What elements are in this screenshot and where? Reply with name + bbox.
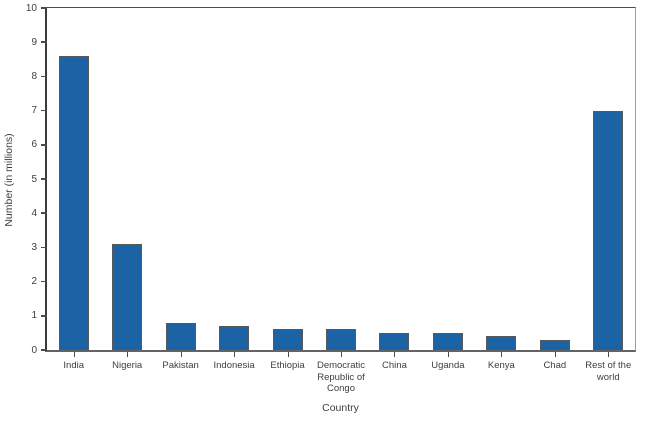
x-category-label: India [63,360,85,371]
bar-chad [539,339,570,350]
x-category-label: Ethiopia [270,360,305,371]
y-tick: 0 [1,344,47,356]
bar-pakistan [165,322,196,350]
bars-container: India Nigeria Pakistan Indonesia Ethiopia Dem… [47,8,635,394]
y-tick-mark [41,280,47,283]
y-tick-mark [41,178,47,180]
bar-ethiopia [272,329,303,350]
y-tick-mark [41,41,47,43]
y-tick: 2 [1,276,47,288]
bar-slot-pakistan: Pakistan [154,8,207,371]
y-tick-label: 4 [31,207,37,219]
bar-slot-china: China [368,8,421,371]
x-tick-mark [180,352,182,357]
y-tick: 1 [1,310,47,322]
bar-kenya [486,336,517,350]
x-tick-mark [287,352,289,357]
y-tick-label: 9 [31,36,37,48]
x-tick-mark [73,352,75,357]
bar-indonesia [219,326,250,350]
y-tick-mark [41,315,47,317]
bar-democratic-republic-of-congo [325,329,356,350]
x-category-label: China [382,360,407,371]
y-tick-mark [41,7,47,9]
x-category-label: Rest of the world [585,360,632,383]
x-tick-mark [447,352,449,357]
y-tick: 10 [1,2,47,14]
y-tick-label: 5 [31,173,37,185]
bar-uganda [432,332,463,350]
bar-slot-democratic-republic-of-congo: Democratic Republic of Congo [314,8,367,394]
y-tick-label: 2 [31,276,37,288]
y-tick-mark [41,75,47,78]
bar-slot-indonesia: Indonesia [207,8,260,371]
y-tick-mark [41,109,47,112]
y-tick: 5 [1,173,47,185]
bar-rest-of-the-world [593,110,624,350]
y-tick: 6 [1,139,47,151]
bar-slot-nigeria: Nigeria [100,8,153,371]
bar-china [379,332,410,350]
x-category-label: Uganda [431,360,465,371]
y-tick: 8 [1,70,47,82]
y-tick: 4 [1,207,47,219]
x-tick-mark [608,352,610,357]
x-category-label: Kenya [487,360,515,371]
bar-slot-india: India [47,8,100,371]
y-tick-mark [41,246,47,249]
x-tick-mark [394,352,396,357]
x-category-label: Nigeria [112,360,143,371]
y-tick-label: 0 [31,344,37,356]
y-tick-mark [41,144,47,146]
y-tick: 7 [1,105,47,117]
y-tick: 3 [1,241,47,253]
x-tick-mark [340,352,342,357]
y-tick-label: 6 [31,139,37,151]
bar-slot-ethiopia: Ethiopia [261,8,314,371]
y-tick-label: 8 [31,70,37,82]
x-category-label: Democratic Republic of Congo [316,360,366,394]
plot-area: 0 1 2 3 4 5 6 7 8 9 10 India Nigeria Pakistan Indones… [26,3,636,394]
x-tick-mark [554,352,556,357]
bar-slot-chad: Chad [528,8,581,371]
x-tick-mark [127,352,129,357]
x-category-label: Chad [543,360,567,371]
x-tick-mark [234,352,236,357]
y-tick-label: 10 [25,2,37,14]
y-tick-label: 1 [31,310,37,322]
y-tick-mark [41,212,47,214]
bar-slot-kenya: Kenya [475,8,528,371]
x-category-label: Indonesia [213,360,255,371]
y-tick-mark [41,349,47,351]
x-category-label: Pakistan [162,360,199,371]
bar-slot-uganda: Uganda [421,8,474,371]
bar-slot-rest-of-the-world: Rest of the world [582,8,635,383]
bar-india [58,55,89,350]
y-tick-label: 3 [31,241,37,253]
y-tick-label: 7 [31,105,37,117]
y-tick: 9 [1,36,47,48]
x-tick-mark [501,352,503,357]
x-axis-title: Country [322,402,359,414]
bar-nigeria [112,243,143,350]
